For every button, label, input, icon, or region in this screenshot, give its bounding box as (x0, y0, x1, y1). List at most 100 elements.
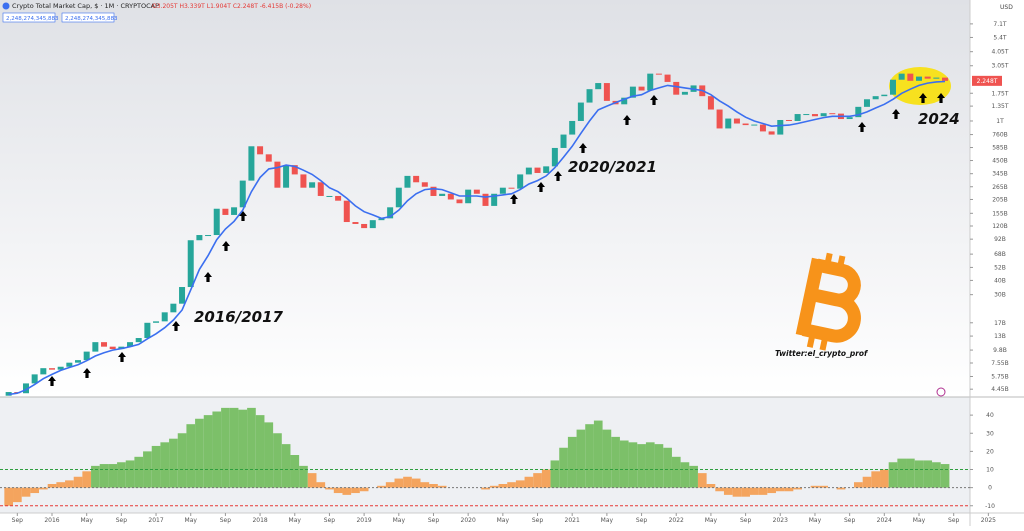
histogram-bar (784, 487, 794, 492)
histogram-bar (325, 487, 334, 490)
x-tick-label: Sep (428, 517, 440, 524)
candle-body (369, 220, 376, 229)
histogram-bar (567, 436, 577, 488)
candle-body (127, 342, 134, 347)
histogram-bar (342, 487, 352, 495)
price-box[interactable] (61, 12, 115, 23)
candle-body (395, 187, 402, 208)
histogram-bar (611, 436, 620, 488)
histogram-bar (264, 422, 274, 488)
histogram-bar (515, 480, 525, 488)
candle-body (109, 346, 116, 350)
y-tick-label: 7.55B (991, 360, 1008, 367)
y-tick-label: 1.35T (991, 103, 1008, 110)
histogram-bar (255, 415, 265, 488)
histogram-bar (394, 478, 404, 488)
x-tick-label: 2023 (773, 517, 788, 524)
arrow (858, 122, 866, 132)
histogram-bar (914, 460, 924, 488)
annotation: 2016/2017 (194, 308, 284, 326)
candle-body (378, 218, 385, 221)
histogram-bar (654, 444, 664, 488)
histogram-bar (663, 447, 672, 488)
histogram-bar (13, 487, 22, 503)
candle-body (785, 119, 792, 121)
candle-body (803, 114, 810, 116)
candle-body (586, 89, 593, 103)
candle-body (517, 174, 524, 189)
y-tick-label: 585B (992, 145, 1008, 152)
arrow (83, 368, 91, 378)
candle-body (820, 113, 827, 117)
histogram-bar (923, 460, 933, 488)
candle-body (144, 322, 151, 339)
candle-body (430, 186, 437, 196)
x-tick-label: Sep (948, 517, 960, 524)
chart-title: Crypto Total Market Cap, $ · 1M · CRYPTO… (12, 2, 159, 10)
arrow (919, 93, 927, 103)
candle-body (179, 287, 186, 304)
histogram-bar (680, 462, 690, 488)
y-tick-label: 9.8B (993, 347, 1007, 354)
histogram-bar (307, 473, 317, 488)
x-tick-label: 2017 (148, 517, 163, 524)
histogram-bar (56, 482, 66, 488)
last-price-label: 2.248T (977, 78, 998, 85)
histogram-bar (689, 465, 698, 488)
histogram-bar (238, 409, 248, 488)
candle-body (725, 118, 732, 129)
y-tick-label: 0 (988, 485, 992, 492)
arrow (204, 272, 212, 282)
candle-body (889, 79, 896, 95)
histogram-bar (351, 487, 360, 494)
candle-body (213, 208, 220, 236)
histogram-bar (862, 476, 872, 488)
candle-body (274, 161, 281, 188)
candle-body (66, 362, 73, 367)
y-tick-label: 68B (994, 251, 1006, 258)
histogram-bar (39, 487, 48, 490)
candle-body (551, 147, 558, 167)
y-tick-label: 5.4T (993, 34, 1007, 41)
moving-average (8, 80, 946, 396)
x-tick-label: May (601, 517, 614, 524)
candle-body (733, 118, 740, 124)
price-box[interactable] (2, 12, 56, 23)
annotation: 2024 (918, 110, 960, 128)
histogram-bar (151, 445, 161, 488)
candle-body (283, 165, 290, 188)
symbol-icon (2, 2, 10, 10)
arrow (554, 171, 562, 181)
histogram-bar (420, 482, 430, 488)
candle-body (924, 76, 931, 79)
candle-body (83, 351, 90, 361)
candle-body (231, 207, 238, 215)
candle-body (846, 117, 853, 120)
indicator-icon[interactable] (936, 387, 946, 397)
candle-body (317, 182, 324, 196)
histogram-bar (481, 487, 490, 490)
x-tick-label: May (809, 517, 822, 524)
histogram-bar (385, 482, 395, 488)
candle-body (543, 166, 550, 173)
candle-body (629, 86, 636, 98)
candle-body (153, 321, 160, 323)
histogram-bar (593, 420, 603, 488)
candle-body (933, 77, 940, 79)
histogram-bar (897, 458, 907, 488)
arrow (172, 321, 180, 331)
candle-body (499, 187, 506, 194)
candle-body (439, 193, 446, 196)
histogram-bar (697, 473, 707, 488)
histogram-bar (82, 471, 92, 488)
x-tick-label: 2018 (252, 517, 267, 524)
arrow (579, 143, 587, 153)
candle-body (872, 96, 879, 100)
last-price-box (972, 75, 1002, 86)
y-tick-label: 760B (992, 132, 1008, 139)
y-tick-label: 120B (992, 223, 1008, 230)
histogram-bar (316, 482, 326, 488)
y-tick-label: 30 (986, 430, 994, 437)
candle-body (170, 303, 177, 313)
candle-body (560, 134, 567, 148)
